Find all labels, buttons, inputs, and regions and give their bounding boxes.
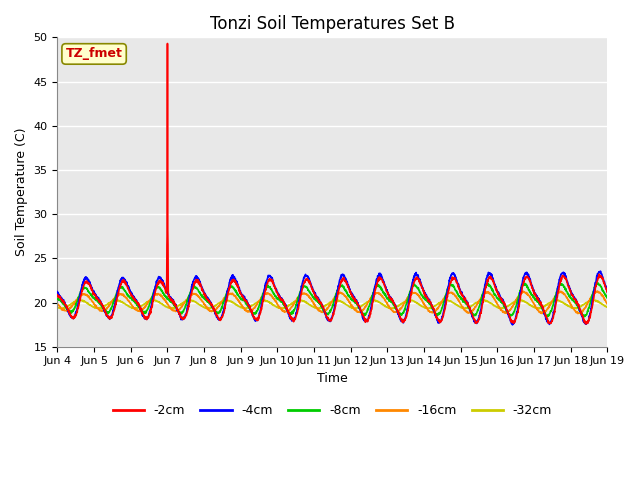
Y-axis label: Soil Temperature (C): Soil Temperature (C) [15, 128, 28, 256]
-16cm [54, 301, 61, 307]
-32cm [360, 301, 368, 307]
-32cm [76, 297, 84, 303]
-8cm [54, 296, 61, 302]
-16cm [207, 308, 214, 314]
-2cm [604, 289, 611, 295]
-16cm [571, 308, 579, 313]
Line: -32cm: -32cm [58, 300, 607, 309]
-16cm [555, 289, 563, 295]
-32cm [461, 306, 469, 312]
-32cm [207, 305, 215, 311]
-32cm [349, 305, 356, 311]
-32cm [556, 298, 563, 303]
-8cm [543, 314, 551, 320]
-2cm [164, 41, 172, 47]
-16cm [538, 311, 546, 316]
-2cm [570, 296, 578, 302]
-32cm [54, 304, 61, 310]
-16cm [492, 299, 500, 305]
Line: -4cm: -4cm [58, 271, 607, 325]
-2cm [360, 317, 368, 323]
-2cm [54, 292, 61, 298]
-8cm [348, 298, 356, 303]
Text: TZ_fmet: TZ_fmet [66, 48, 122, 60]
-16cm [604, 301, 611, 307]
-8cm [360, 312, 368, 317]
-4cm [555, 279, 563, 285]
-8cm [570, 299, 578, 305]
-4cm [348, 291, 356, 297]
-16cm [348, 303, 356, 309]
-4cm [604, 289, 611, 295]
Line: -2cm: -2cm [58, 44, 607, 324]
-8cm [555, 283, 563, 288]
-4cm [570, 295, 578, 301]
-8cm [492, 293, 500, 299]
Legend: -2cm, -4cm, -8cm, -16cm, -32cm: -2cm, -4cm, -8cm, -16cm, -32cm [108, 399, 557, 422]
X-axis label: Time: Time [317, 372, 348, 385]
-2cm [555, 285, 563, 290]
Line: -16cm: -16cm [58, 291, 607, 313]
-4cm [54, 289, 61, 295]
-4cm [492, 284, 500, 290]
-8cm [604, 295, 611, 301]
-2cm [207, 302, 215, 308]
-2cm [493, 286, 500, 291]
Line: -8cm: -8cm [58, 283, 607, 317]
-32cm [604, 304, 611, 310]
-4cm [596, 268, 604, 274]
-4cm [207, 300, 214, 306]
Title: Tonzi Soil Temperatures Set B: Tonzi Soil Temperatures Set B [210, 15, 455, 33]
-4cm [509, 322, 516, 328]
-2cm [349, 294, 356, 300]
-2cm [582, 321, 589, 327]
-4cm [360, 318, 368, 324]
-32cm [571, 305, 579, 311]
-8cm [207, 302, 214, 308]
-8cm [594, 280, 602, 286]
-32cm [493, 304, 500, 310]
-16cm [557, 288, 564, 294]
-16cm [360, 306, 368, 312]
